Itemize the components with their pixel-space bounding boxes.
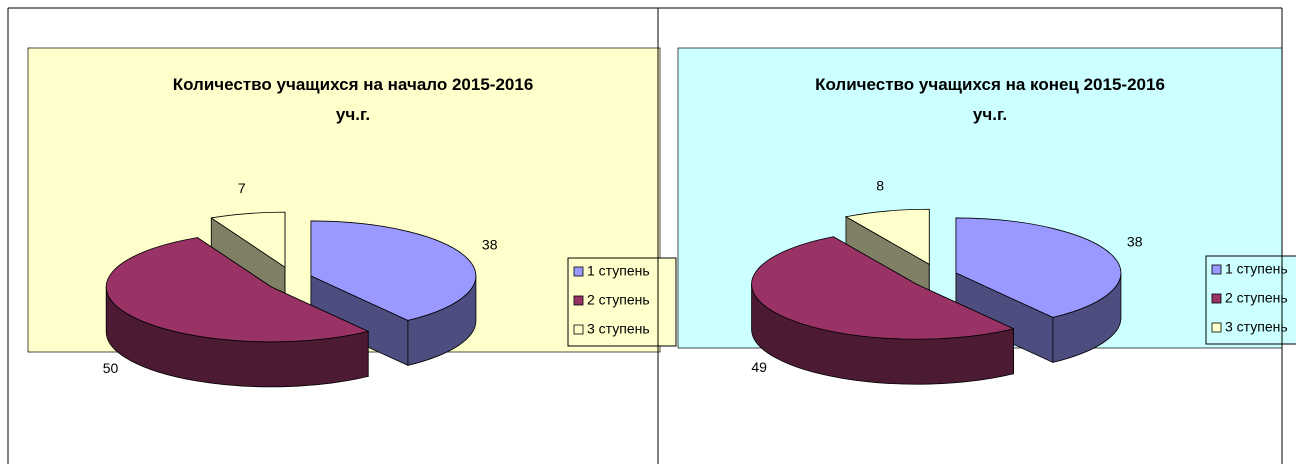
data-label: 38	[1127, 233, 1143, 249]
chart-title: Количество учащихся на конец 2015-2016 у…	[815, 75, 1165, 124]
legend-label: 1 ступень	[587, 263, 650, 279]
data-label: 7	[238, 180, 246, 196]
slice	[210, 211, 286, 268]
legend-swatch	[1211, 293, 1222, 304]
slice	[751, 236, 1015, 340]
slice	[310, 220, 477, 321]
data-label: 50	[103, 360, 119, 376]
data-label: 8	[876, 178, 884, 194]
slice	[844, 208, 930, 265]
legend-swatch	[1211, 322, 1222, 333]
legend-swatch	[1211, 264, 1222, 275]
legend-swatch	[573, 324, 584, 335]
chart-title: Количество учащихся на начало 2015-2016 …	[172, 75, 534, 124]
slice	[105, 237, 370, 343]
legend-label: 1 ступень	[1225, 261, 1288, 277]
legend-label: 2 ступень	[1225, 290, 1288, 306]
data-label: 38	[482, 236, 498, 252]
slice	[955, 217, 1122, 318]
legend-swatch	[573, 266, 584, 277]
legend-label: 2 ступень	[587, 292, 650, 308]
legend-label: 3 ступень	[587, 321, 650, 337]
data-label: 49	[751, 359, 767, 375]
legend-label: 3 ступень	[1225, 319, 1288, 335]
legend-swatch	[573, 295, 584, 306]
